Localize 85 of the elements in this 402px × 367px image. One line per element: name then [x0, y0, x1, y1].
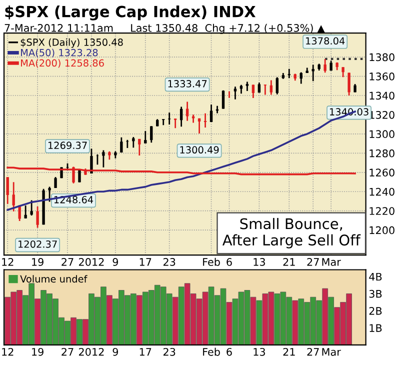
- legend-label: $SPX (Daily) 1350.48: [20, 38, 123, 48]
- x-tick-label: 6: [226, 258, 232, 266]
- candlestick: [246, 81, 249, 92]
- candlestick: [276, 76, 279, 96]
- candlestick: [144, 130, 147, 144]
- candlestick: [210, 104, 213, 123]
- x-tick-label: 23: [163, 348, 176, 356]
- x-tick-label: 21: [283, 258, 295, 266]
- candlestick: [252, 84, 255, 99]
- candlestick: [342, 66, 344, 78]
- x-tick-label: 27: [62, 258, 74, 266]
- candlestick: [270, 80, 273, 96]
- y-tick-label: 1340: [370, 92, 394, 100]
- x-tick-label: 12: [2, 348, 14, 356]
- y-tick-label: 1380: [370, 53, 394, 62]
- candlestick: [162, 118, 165, 126]
- annotation: 1333.47: [168, 80, 207, 88]
- x-tick-label: Mar: [322, 258, 341, 266]
- y-tick-label: 1320: [370, 110, 394, 119]
- x-tick-label: 19: [32, 258, 44, 266]
- candlestick: [36, 206, 39, 228]
- x-tick-label: Mar: [322, 348, 341, 356]
- y-tick-label: 1260: [370, 168, 394, 177]
- candlestick: [324, 58, 326, 74]
- y-tick-label: 1240: [370, 188, 394, 196]
- annotation: 1269.37: [48, 142, 87, 150]
- x-tick-label: Feb: [203, 258, 220, 266]
- x-tick-label: 9: [112, 258, 118, 266]
- x-tick-label: 13: [254, 348, 265, 356]
- candlestick: [102, 150, 105, 168]
- x-tick-label: 2012: [78, 258, 104, 266]
- candlestick: [132, 136, 135, 148]
- y-tick-label: 3B: [369, 290, 382, 298]
- candlestick: [48, 186, 51, 202]
- y-tick-label: 1360: [370, 72, 394, 80]
- x-tick-label: 13: [254, 258, 265, 266]
- candlestick: [138, 138, 141, 156]
- candlestick: [264, 84, 267, 96]
- x-tick-label: 17: [140, 348, 152, 356]
- x-tick-label: 27: [307, 258, 319, 266]
- x-tick-label: 23: [163, 258, 176, 266]
- candlestick: [24, 204, 27, 220]
- candlestick: [150, 125, 153, 144]
- candlestick: [186, 101, 189, 122]
- x-tick-label: 19: [32, 348, 44, 356]
- y-tick-label: 1280: [370, 149, 394, 158]
- candlestick: [126, 139, 129, 149]
- candlestick: [300, 72, 302, 84]
- candlestick: [222, 90, 225, 110]
- x-tick-label: 27: [307, 348, 319, 356]
- legend-label: MA(50) 1323.28: [21, 48, 98, 58]
- candlestick: [348, 72, 350, 96]
- legend-label: MA(200) 1258.86: [21, 59, 104, 68]
- legend-label: Volume undef: [20, 275, 88, 283]
- candlestick: [30, 200, 33, 216]
- candlestick: [180, 106, 183, 128]
- x-tick-label: 21: [283, 348, 295, 356]
- y-tick-label: 1200: [370, 226, 394, 234]
- candlestick: [234, 86, 237, 100]
- candlestick: [198, 118, 201, 134]
- annotation: 1202.37: [18, 240, 57, 248]
- candlestick: [312, 64, 314, 82]
- x-tick-label: 17: [140, 258, 152, 266]
- x-tick-label: 2012: [78, 348, 104, 356]
- candlestick: [120, 136, 123, 154]
- candlestick: [12, 181, 15, 212]
- annotation: 1300.49: [180, 146, 219, 154]
- x-tick-label: 27: [62, 348, 74, 356]
- candlestick: [168, 112, 171, 126]
- annotation: 1340.03: [330, 108, 368, 116]
- candlestick: [174, 118, 177, 129]
- candlestick: [288, 68, 290, 79]
- x-tick-label: 6: [226, 348, 232, 356]
- x-tick-label: Feb: [203, 348, 220, 356]
- x-tick-label: 12: [2, 258, 14, 266]
- x-tick-label: 9: [112, 348, 118, 356]
- y-tick-label: 1B: [370, 324, 382, 332]
- candlestick: [6, 176, 9, 205]
- chart-title: $SPX (Large Cap Index) INDX: [5, 6, 256, 20]
- y-tick-label: 1220: [370, 207, 394, 215]
- annotation: Small Bounce, After Large Sell Off: [222, 218, 361, 248]
- annotation: 1378.04: [306, 37, 345, 45]
- y-tick-label: 4B: [369, 272, 382, 281]
- y-tick-label: 1300: [370, 130, 394, 138]
- y-tick-label: 2B: [369, 307, 382, 315]
